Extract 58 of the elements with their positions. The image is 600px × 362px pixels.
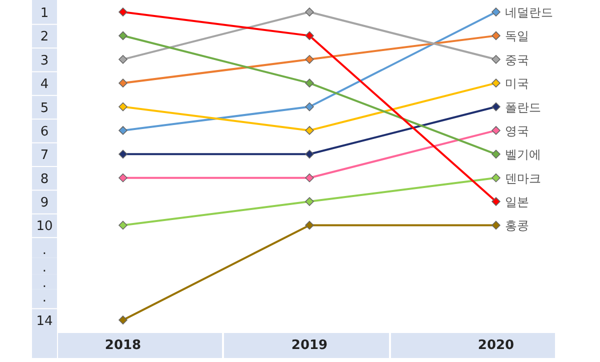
point [305,31,314,40]
x-tick-label: 2019 [291,338,328,354]
point [305,8,314,16]
y-tick-label: 1 [40,6,49,21]
series-label: 홍콩 [505,218,529,233]
y-tick-label: 10 [36,219,53,234]
series-label: 덴마크 [505,171,541,186]
point [492,173,500,182]
point [492,102,500,112]
point [305,54,314,64]
series-label: 벨기에 [505,148,541,162]
point [305,220,314,230]
point [118,31,128,40]
point [118,316,128,324]
point [118,220,128,230]
point [118,102,128,112]
point [305,126,314,135]
point [118,78,128,88]
point [492,54,500,64]
point [305,197,314,206]
x-tick-label: 2020 [478,338,514,354]
series-label: 폴란드 [505,100,541,114]
series-label: 미국 [505,76,529,91]
series-label: 독일 [505,29,529,44]
y-tick-label: 3 [40,53,49,68]
y-tick-label: 6 [40,124,49,140]
point [118,54,128,64]
point [305,150,314,159]
series-label: 영국 [505,124,529,138]
point [118,173,128,182]
y-tick-label: . [42,290,47,306]
point [492,78,500,88]
point [118,8,128,16]
point [118,150,128,159]
series-label: 일본 [505,195,529,210]
point [305,102,314,112]
point [492,197,500,206]
y-tick-label: 4 [40,77,49,92]
x-tick-label: 2018 [104,338,142,354]
y-tick-label: . [42,276,47,292]
y-tick-label: . [42,260,47,276]
point [305,78,314,88]
y-tick-label: 5 [40,100,49,116]
series-label: 중국 [505,52,529,67]
point [492,220,500,230]
series-label: 네덜란드 [505,6,553,20]
y-tick-label: 2 [40,30,49,45]
point [492,150,500,159]
point [305,173,314,182]
point [118,126,128,135]
point [492,126,500,135]
y-tick-label: . [42,242,47,258]
point [492,8,500,16]
y-tick-label: 14 [36,314,53,329]
y-tick-label: 7 [40,148,49,164]
y-tick-label: 8 [40,172,49,187]
y-tick-label: 9 [40,196,49,211]
point [492,31,500,40]
